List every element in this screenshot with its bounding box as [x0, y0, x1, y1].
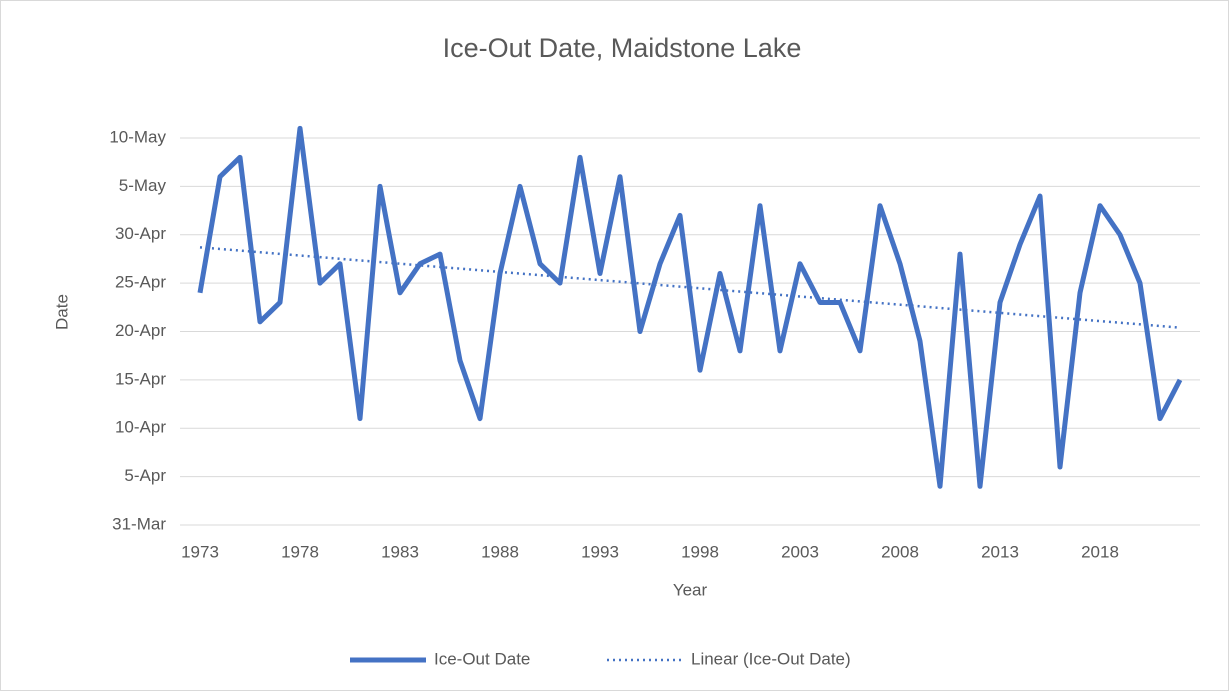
x-tick-label: 2003	[781, 542, 819, 561]
x-tick-label: 1988	[481, 542, 519, 561]
y-tick-label: 5-Apr	[124, 466, 166, 485]
x-tick-label: 1978	[281, 542, 319, 561]
x-tick-label: 2008	[881, 542, 919, 561]
x-tick-label: 2013	[981, 542, 1019, 561]
x-axis-label: Year	[673, 580, 708, 599]
data-line	[197, 125, 1183, 489]
y-tick-label: 20-Apr	[115, 321, 166, 340]
y-tick-label: 31-Mar	[112, 514, 166, 533]
y-tick-label: 5-May	[119, 176, 167, 195]
trend-line	[199, 246, 1181, 329]
y-tick-label: 15-Apr	[115, 369, 166, 388]
legend-label: Ice-Out Date	[434, 649, 530, 668]
y-tick-label: 25-Apr	[115, 273, 166, 292]
legend-label: Linear (Ice-Out Date)	[691, 649, 851, 668]
x-tick-label: 1993	[581, 542, 619, 561]
y-tick-label: 10-Apr	[115, 418, 166, 437]
y-tick-label: 10-May	[109, 127, 166, 146]
x-tick-label: 1998	[681, 542, 719, 561]
x-tick-label: 1973	[181, 542, 219, 561]
y-tick-label: 30-Apr	[115, 224, 166, 243]
y-axis-label: Date	[52, 294, 71, 330]
chart-title: Ice-Out Date, Maidstone Lake	[443, 33, 802, 63]
x-tick-label: 1983	[381, 542, 419, 561]
x-tick-label: 2018	[1081, 542, 1119, 561]
